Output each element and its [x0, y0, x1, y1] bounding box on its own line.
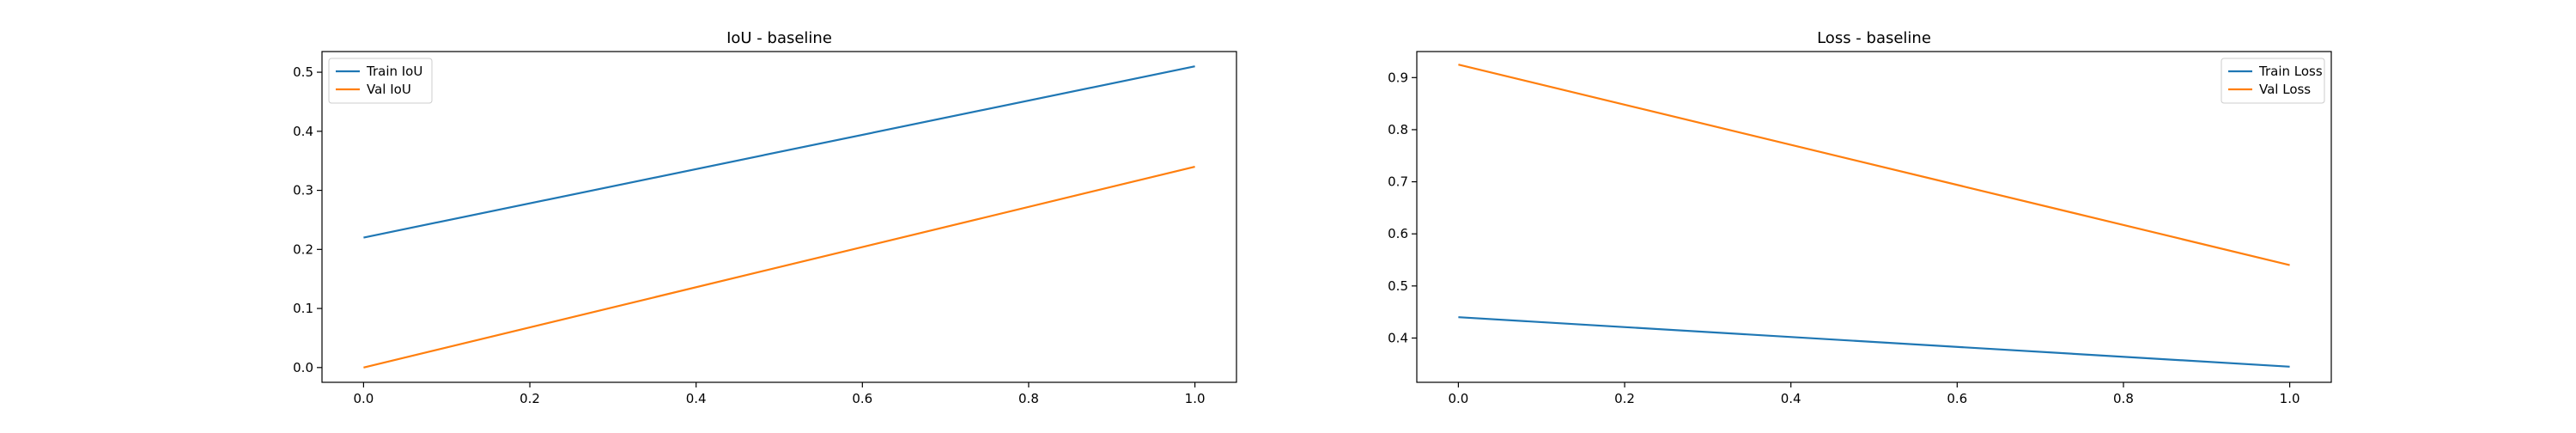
y-tick-label: 0.5 [293, 64, 313, 80]
x-tick-label: 0.0 [353, 391, 374, 406]
x-tick-label: 0.2 [1614, 391, 1635, 406]
chart-1: IoU - baseline 0.0 0.2 0.4 0.6 0.8 1.0 0.0 0.1 0.… [293, 29, 1237, 406]
y-tick-label: 0.1 [293, 301, 313, 316]
legend-label: Val Loss [2259, 82, 2311, 97]
y-tick-label: 0.0 [293, 360, 313, 375]
x-tick-label: 0.0 [1448, 391, 1468, 406]
y-tick-label: 0.8 [1388, 122, 1408, 137]
x-tick-label: 0.6 [1947, 391, 1967, 406]
legend: Train IoU Val IoU [328, 58, 433, 104]
y-tick-label: 0.5 [1388, 278, 1408, 294]
y-tick-label: 0.7 [1388, 174, 1408, 190]
y-tick-label: 0.2 [293, 241, 313, 257]
legend-box [328, 58, 433, 104]
y-tick-label: 0.4 [293, 124, 313, 139]
plot-frame [1416, 51, 2332, 383]
legend-label: Val IoU [367, 82, 411, 97]
x-tick-label: 1.0 [1185, 391, 1206, 406]
series-line-1 [1458, 316, 2290, 368]
x-tick-label: 0.8 [2113, 391, 2134, 406]
y-tick-label: 0.6 [1388, 226, 1408, 241]
chart-2: Loss - baseline 0.0 0.2 0.4 0.6 0.8 1.0 0.4 0.5 0… [1388, 29, 2332, 406]
legend-box [2221, 58, 2325, 104]
y-tick-label: 0.9 [1388, 70, 1408, 85]
x-tick-label: 0.2 [519, 391, 540, 406]
chart-title: IoU - baseline [726, 29, 832, 47]
series-line-1 [363, 65, 1195, 239]
x-tick-label: 0.6 [852, 391, 872, 406]
legend-label: Train Loss [2258, 64, 2323, 79]
x-tick-label: 0.8 [1018, 391, 1039, 406]
x-tick-label: 0.4 [1781, 391, 1801, 406]
x-tick-label: 1.0 [2280, 391, 2300, 406]
y-tick-label: 0.3 [293, 183, 313, 198]
series-line-2 [1458, 64, 2290, 266]
legend: Train Loss Val Loss [2221, 58, 2325, 104]
plot-frame [321, 51, 1237, 383]
y-tick-label: 0.4 [1388, 330, 1408, 345]
x-tick-label: 0.4 [686, 391, 707, 406]
legend-label: Train IoU [366, 64, 422, 79]
chart-title: Loss - baseline [1817, 29, 1931, 47]
series-line-2 [363, 165, 1195, 369]
